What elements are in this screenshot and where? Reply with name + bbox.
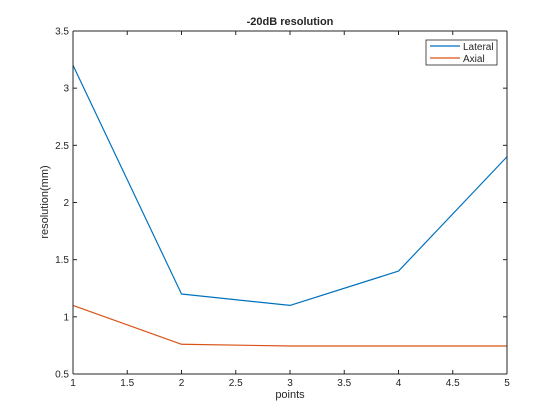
legend: Lateral Axial	[425, 39, 498, 66]
x-tick-label-1-5: 1.5	[120, 378, 134, 389]
y-axis-label: resolution(mm)	[39, 165, 51, 238]
legend-label-lateral: Lateral	[463, 42, 494, 53]
x-tick-label-5: 5	[504, 378, 510, 389]
legend-box	[425, 39, 498, 66]
x-tick-label-1: 1	[70, 378, 76, 389]
plot-area	[73, 31, 507, 374]
tick-layer: 1 1.5 2 2.5 3 3.5 4 4.5 50.511.522.533.5	[55, 27, 510, 390]
x-tick-label-2-5: 2.5	[229, 378, 243, 389]
y-tick-label-1-5: 1.5	[55, 255, 69, 266]
x-tick-label-3-5: 3.5	[337, 378, 351, 389]
y-tick-label-3: 3	[63, 84, 69, 95]
y-tick-label-0-5: 0.5	[55, 370, 69, 381]
y-tick-label-2-5: 2.5	[55, 141, 69, 152]
x-tick-label-2: 2	[179, 378, 185, 389]
y-tick-label-3-5: 3.5	[55, 27, 69, 38]
y-tick-label-1: 1	[63, 312, 69, 323]
x-tick-label-3: 3	[287, 378, 293, 389]
legend-label-axial: Axial	[463, 54, 485, 65]
y-tick-label-2: 2	[63, 198, 69, 209]
x-axis-label: points	[275, 389, 305, 401]
chart-title: -20dB resolution	[247, 16, 334, 28]
x-tick-label-4-5: 4.5	[446, 378, 460, 389]
x-tick-label-4: 4	[396, 378, 402, 389]
